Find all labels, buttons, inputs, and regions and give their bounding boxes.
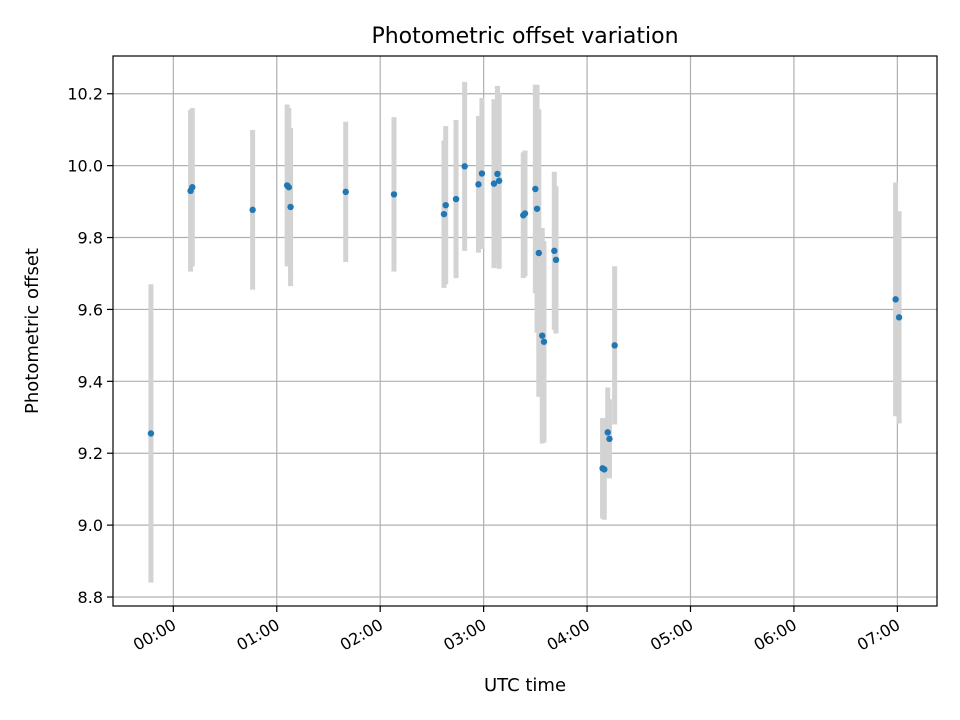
x-tick-label: 03:00 (440, 615, 489, 655)
data-point (342, 188, 349, 196)
gridlines (113, 56, 937, 606)
y-tick-label: 9.6 (78, 300, 103, 319)
data-point (249, 206, 256, 214)
data-point (611, 342, 618, 349)
data-point (478, 170, 486, 177)
data-point (461, 163, 468, 170)
x-tick-label: 04:00 (544, 615, 593, 655)
y-tick-label: 9.0 (78, 516, 103, 535)
data-point (535, 249, 542, 257)
data-point (521, 210, 529, 217)
y-tick-label: 9.2 (78, 444, 103, 463)
x-axis-label: UTC time (484, 675, 566, 696)
data-point (440, 210, 448, 218)
x-tick-label: 01:00 (233, 615, 282, 655)
data-points (147, 163, 903, 473)
data-point (287, 203, 294, 211)
data-point (475, 181, 482, 188)
y-tick-label: 9.8 (78, 229, 103, 248)
chart-title: Photometric offset variation (371, 24, 678, 49)
data-point (895, 314, 903, 321)
data-point (285, 184, 293, 191)
axes-frame (112, 55, 938, 607)
x-tick-label: 05:00 (647, 615, 696, 655)
data-point (490, 180, 498, 187)
y-tick-label: 10.2 (67, 85, 103, 104)
data-point (892, 296, 899, 303)
data-point (551, 247, 558, 255)
data-point (604, 429, 611, 436)
data-point (452, 195, 460, 203)
x-tick-label: 06:00 (750, 615, 799, 655)
data-point (495, 177, 503, 184)
data-point (540, 338, 548, 345)
data-point (189, 184, 196, 191)
y-tick-label: 8.8 (78, 588, 103, 607)
data-point (442, 201, 449, 209)
y-axis-label: Photometric offset (22, 248, 43, 414)
y-tick-label: 9.4 (78, 372, 103, 391)
x-tick-label: 00:00 (130, 615, 179, 655)
x-tick-label: 02:00 (337, 615, 386, 655)
data-point (390, 191, 398, 198)
data-point (147, 430, 155, 437)
x-tick-label: 07:00 (854, 615, 903, 655)
data-point (601, 466, 608, 473)
y-tick-label: 10.0 (67, 157, 103, 176)
data-point (533, 205, 541, 212)
data-point (606, 435, 613, 443)
data-point (552, 256, 560, 264)
data-point (494, 170, 501, 178)
data-point (532, 185, 539, 193)
error-bars (148, 81, 902, 583)
data-point (539, 332, 546, 339)
